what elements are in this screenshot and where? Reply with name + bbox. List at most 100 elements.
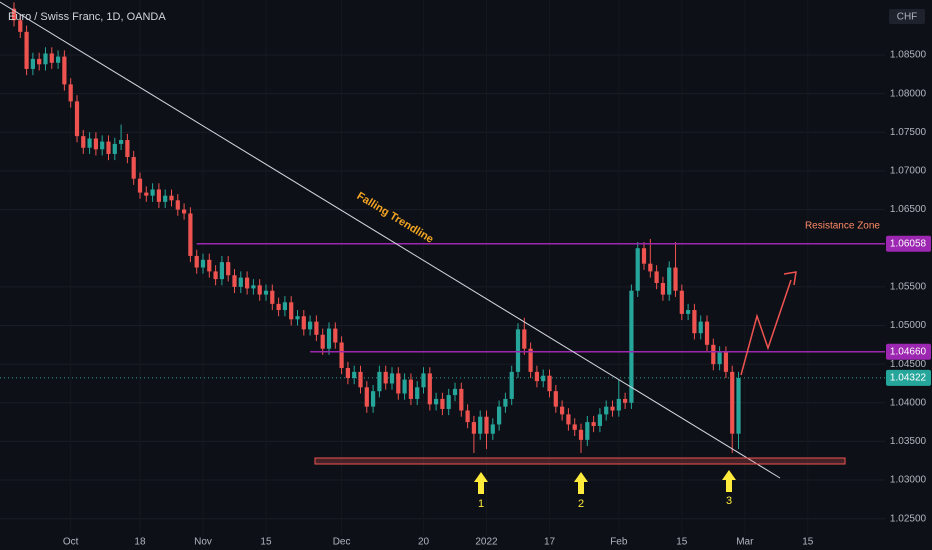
candle-body [314,321,319,335]
candle-body [55,56,61,63]
candle-body [169,195,174,201]
level-label: 1.06058 [890,238,927,249]
candle-body [276,303,281,311]
candle-body [591,422,596,426]
candle-body [673,267,678,291]
x-tick-label: 18 [134,537,146,548]
projection [740,279,792,376]
candle-body [459,388,464,411]
projection-arrowhead [783,271,797,286]
y-tick-label: 1.05500 [890,281,927,292]
candle-body [263,290,269,295]
candle-body [74,101,80,137]
y-tick-label: 1.08000 [890,88,927,99]
candle-body [667,267,672,295]
candle-body [641,248,647,264]
candle-body [654,271,659,283]
candle-body [226,262,231,276]
candle-body [572,424,577,430]
x-tick-label: Nov [194,537,212,548]
candle-body [244,277,250,289]
unit-box [889,9,925,24]
candle-body [118,140,124,144]
x-tick-label: Mar [736,537,754,548]
candle-body [200,259,206,268]
candle-body [238,277,243,287]
candle-body [465,410,470,423]
candle-body [24,31,29,69]
x-tick-label: 20 [418,537,430,548]
candle-body [188,213,193,256]
candle-body [11,8,17,21]
candle-body [18,20,23,32]
y-tick-label: 1.03000 [890,475,927,486]
unit-label: CHF [897,12,918,23]
candle-body [471,422,477,434]
candle-body [194,255,199,268]
candle-body [528,348,533,372]
candle-body [490,424,495,434]
candle-body [686,310,691,314]
y-tick-label: 1.07500 [890,127,927,138]
candle-body [723,352,729,372]
candle-body [604,406,609,415]
candle-body [440,398,445,409]
candle-body [698,321,703,334]
candle-body [578,429,584,440]
candle-body [131,157,136,179]
candle-body [547,375,552,392]
candle-body [100,141,105,150]
last-price-box [886,369,931,386]
touch-label: 3 [726,495,732,507]
x-tick-label: 17 [544,537,556,548]
candle-body [497,406,502,425]
arrow [722,470,736,492]
candle-body [87,138,92,148]
candle-body [49,53,54,63]
candle-body [175,200,180,210]
x-tick-label: 15 [676,537,688,548]
candle-body [257,285,262,295]
touch-label: 1 [478,498,484,510]
y-tick-label: 1.07000 [890,166,927,177]
candle-body [81,136,86,148]
candle-body [181,209,187,214]
x-axis [0,535,932,550]
candle-body [320,334,325,349]
level-label: 1.04660 [890,346,927,357]
candle-body [106,141,111,154]
candle-body [396,373,401,394]
x-tick-label: Dec [333,537,351,548]
candle-body [163,195,168,202]
y-tick-label: 1.05000 [890,320,927,331]
touch-label: 2 [578,498,584,510]
candle-body [629,290,634,403]
chart-title: Euro / Swiss Franc, 1D, OANDA [8,11,166,23]
candle-body [648,263,653,272]
candle-body [623,398,628,403]
price-axis [885,0,932,550]
candle-body [478,416,483,434]
y-tick-label: 1.03500 [890,436,927,447]
candle-body [326,328,332,349]
candle-body [679,290,684,314]
y-tick-label: 1.04500 [890,359,927,370]
level-box [886,343,931,360]
touch-arrows [474,470,736,494]
candle-body [541,375,546,382]
candle-body [364,387,369,407]
x-tick-label: Feb [610,537,628,548]
candle-body [452,388,458,396]
candle-body [560,406,565,415]
candle-body [421,373,426,388]
candle-body [377,371,382,392]
candle-body [484,416,489,434]
candle-body [93,138,98,150]
candle-body [704,321,710,345]
candle-body [427,373,432,405]
arrow [474,472,488,494]
candle-body [566,414,571,425]
candle-body [509,371,514,399]
y-tick-label: 1.08500 [890,50,927,61]
y-tick-label: 1.06500 [890,204,927,215]
